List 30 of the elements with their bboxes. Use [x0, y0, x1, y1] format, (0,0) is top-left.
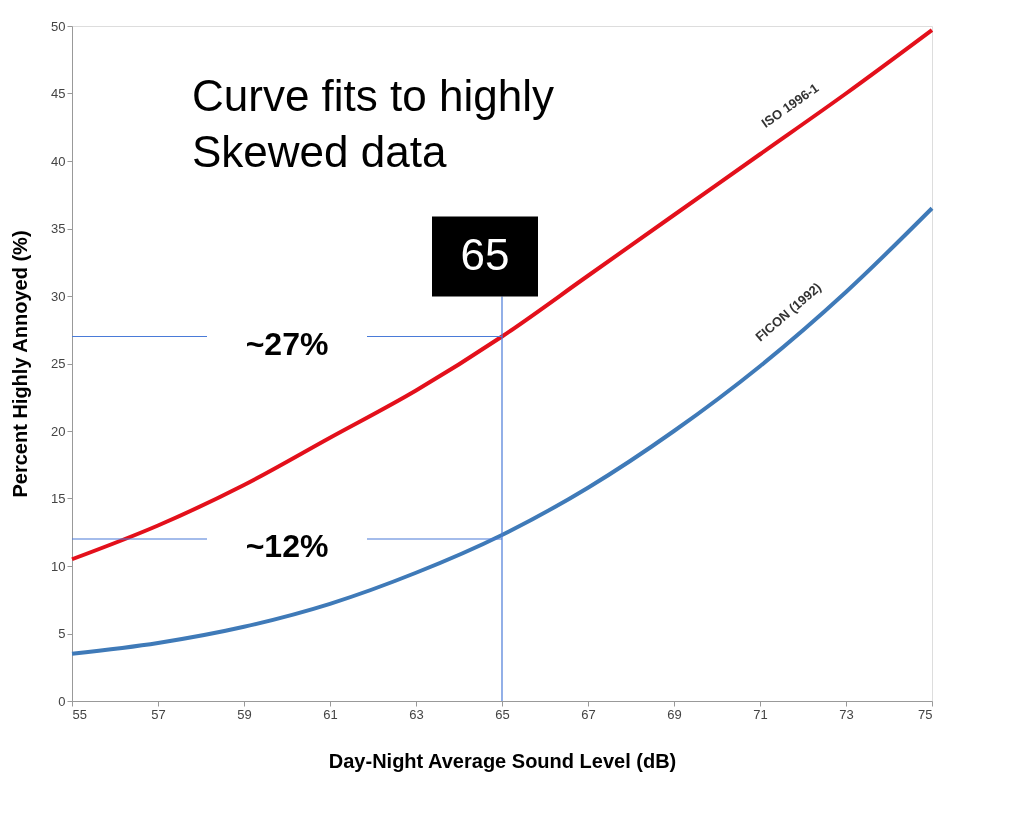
y-tick-label: 15 [51, 491, 66, 506]
y-tick-label: 35 [51, 221, 66, 236]
x-tick-label: 75 [918, 706, 933, 722]
text: Curve fits to highly Skewed data [192, 71, 554, 176]
x-axis-title: Day-Night Average Sound Level (dB) [328, 749, 677, 772]
ref-line-label: 65 [460, 229, 510, 279]
y-tick-label: 30 [51, 288, 66, 304]
y-tick-label: 50 [51, 18, 66, 34]
y-tick-label: 20 [51, 423, 66, 439]
y-tick-label: 10 [51, 558, 66, 574]
x-tick-label: 65 [495, 706, 510, 722]
x-tick-label: 73 [839, 706, 854, 722]
y-tick-label: 45 [51, 86, 66, 101]
x-tick-label: 69 [667, 706, 682, 722]
x-tick-label: 55 [72, 706, 87, 722]
x-tick-label: 67 [581, 706, 596, 722]
ref-line-label: ~12% [245, 528, 329, 564]
line-series [70, 28, 934, 562]
x-tick-label: 61 [323, 706, 338, 722]
y-axis-title: Percent Highly Annoyed (%) [9, 230, 32, 498]
x-tick-label: 63 [409, 706, 424, 722]
ref-line-label: ~27% [245, 325, 329, 362]
y-tick-label: 40 [51, 153, 66, 169]
x-tick-label: 71 [753, 706, 768, 722]
y-tick-label: 25 [51, 356, 66, 371]
y-tick-label: 0 [58, 693, 66, 709]
y-tick-label: 5 [58, 626, 66, 641]
x-tick-label: 59 [237, 706, 252, 722]
x-tick-label: 57 [151, 706, 166, 722]
line-series [70, 206, 934, 656]
